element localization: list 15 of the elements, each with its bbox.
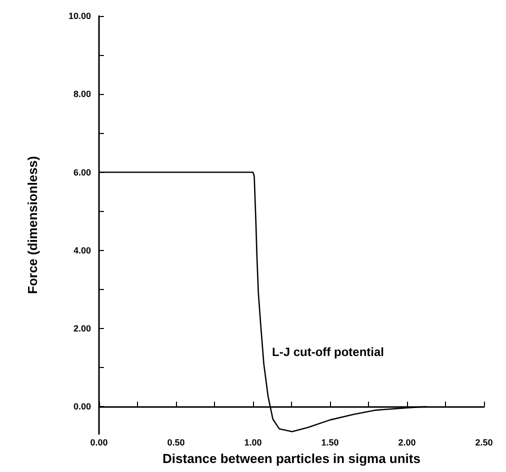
y-axis-title: Force (dimensionless): [25, 156, 40, 294]
x-tick-label: 1.50: [321, 438, 339, 448]
x-tick-label: 0.00: [90, 438, 108, 448]
y-tick-label: 0.00: [73, 402, 91, 412]
y-tick-label: 4.00: [73, 245, 91, 256]
y-tick-label: 8.00: [73, 89, 91, 100]
x-axis-title: Distance between particles in sigma units: [162, 450, 420, 466]
y-tick-label: 2.00: [73, 324, 91, 334]
x-tick-label: 0.50: [167, 438, 185, 448]
x-tick-label: 2.50: [475, 438, 493, 448]
annotation: L-J cut-off potential: [272, 345, 384, 359]
x-tick-label: 2.00: [398, 438, 416, 448]
y-tick-label: 6.00: [73, 167, 91, 178]
x-tick-label: 1.00: [244, 438, 262, 448]
y-tick-label: 10.00: [68, 11, 91, 21]
